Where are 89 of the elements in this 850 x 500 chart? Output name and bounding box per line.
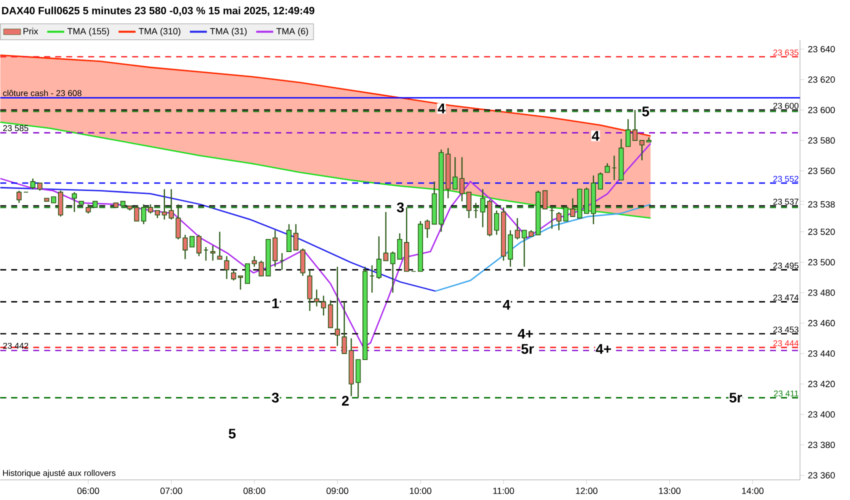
- line-series: [0, 122, 652, 219]
- annotation: 1: [272, 298, 279, 308]
- annotation: Historique ajusté aux rollovers: [3, 470, 116, 478]
- candlestick: [334, 266, 340, 347]
- y-tick-label: 23 400: [808, 411, 835, 418]
- candlestick: [141, 204, 146, 225]
- candlestick: [494, 210, 500, 236]
- ref-line-label: 23 552: [773, 176, 798, 182]
- y-tick-label: 23 640: [808, 46, 835, 52]
- annotation: 23 585: [3, 125, 28, 132]
- ref-line-label: 23 474: [773, 294, 799, 301]
- annotation: clôture cash - 23 608: [3, 90, 82, 96]
- legend-label: TMA (6): [276, 28, 308, 36]
- ref-line-label: 23 411: [774, 390, 798, 397]
- x-tick-label: 06:00: [77, 488, 100, 494]
- y-tick-label: 23 620: [808, 76, 835, 83]
- candlestick: [376, 236, 382, 280]
- candlestick: [196, 234, 202, 257]
- ref-line-label: 23 495: [773, 262, 798, 269]
- candlestick: [604, 162, 610, 174]
- candlestick: [58, 190, 64, 218]
- candlestick: [639, 140, 645, 161]
- annotation: 5: [228, 428, 236, 439]
- candlestick: [30, 178, 36, 190]
- candlestick: [231, 269, 236, 282]
- candlestick: [598, 172, 603, 190]
- y-tick-label: 23 500: [808, 259, 835, 266]
- annotation: 4+: [596, 344, 611, 354]
- ref-line-label: 23 635: [773, 50, 798, 56]
- annotation: 3: [272, 392, 279, 403]
- candlestick: [459, 156, 465, 202]
- legend-label: TMA (310): [138, 28, 180, 36]
- x-tick-label: 08:00: [243, 488, 266, 494]
- x-tick-label: 09:00: [326, 488, 348, 494]
- annotation: 5r: [521, 344, 534, 354]
- y-tick-label: 23 538: [808, 201, 835, 208]
- annotation: 5: [642, 106, 650, 116]
- candlestick: [424, 219, 430, 239]
- chart-title: DAX40 Full0625 5 minutes 23 580 -0,03 % 15 mai 2025, 12:49:49: [2, 6, 314, 16]
- annotation: 2: [342, 396, 349, 406]
- y-tick-label: 23 580: [808, 137, 835, 144]
- y-tick-label: 23 360: [808, 472, 835, 479]
- ref-line-label: 23 537: [773, 198, 798, 205]
- candlestick: [190, 236, 195, 248]
- candlestick: [16, 190, 22, 204]
- annotation: 4: [592, 131, 600, 141]
- annotation: 3: [396, 202, 404, 212]
- candlestick: [217, 231, 222, 260]
- line-series: [0, 186, 436, 292]
- x-tick-label: 12:00: [576, 488, 598, 494]
- candlestick: [466, 192, 472, 219]
- candlestick: [452, 156, 458, 190]
- y-tick-label: 23 560: [808, 168, 835, 174]
- candlestick: [210, 244, 216, 262]
- y-tick-label: 23 420: [808, 380, 835, 388]
- x-tick-label: 11:00: [493, 488, 514, 494]
- x-tick-label: 14:00: [742, 488, 764, 494]
- legend-label: Prix: [24, 28, 38, 34]
- annotation: 4+: [518, 329, 533, 339]
- y-tick-label: 23 520: [808, 228, 835, 236]
- x-tick-label: 10:00: [410, 488, 432, 494]
- annotation: 5r: [729, 392, 742, 403]
- y-tick-label: 23 600: [808, 106, 835, 114]
- y-tick-label: 23 460: [808, 320, 835, 326]
- ref-line-label: 23 453: [773, 326, 798, 333]
- candlestick: [286, 224, 292, 252]
- annotation: 4: [438, 104, 446, 114]
- candlestick: [328, 300, 334, 328]
- candlestick: [320, 295, 326, 316]
- ref-line-label: 23 600: [773, 102, 798, 109]
- candlestick: [244, 263, 250, 284]
- x-tick-label: 13:00: [659, 488, 680, 494]
- legend-label: TMA (155): [67, 28, 109, 36]
- candlestick: [632, 109, 638, 142]
- legend-label: TMA (31): [210, 28, 247, 36]
- candlestick: [542, 190, 548, 210]
- candlestick: [224, 256, 230, 280]
- candlestick: [72, 192, 77, 213]
- y-tick-label: 23 440: [808, 350, 835, 357]
- annotation: 4: [502, 300, 510, 310]
- candlestick: [626, 118, 631, 148]
- y-tick-label: 23 380: [808, 442, 835, 448]
- candlestick: [238, 275, 244, 290]
- candlestick: [148, 204, 154, 214]
- x-tick-label: 07:00: [160, 488, 182, 494]
- ref-line-label: 23 444: [773, 340, 799, 346]
- y-tick-label: 23 480: [808, 290, 835, 296]
- line-series: [434, 204, 652, 292]
- annotation: 23 442: [3, 342, 28, 349]
